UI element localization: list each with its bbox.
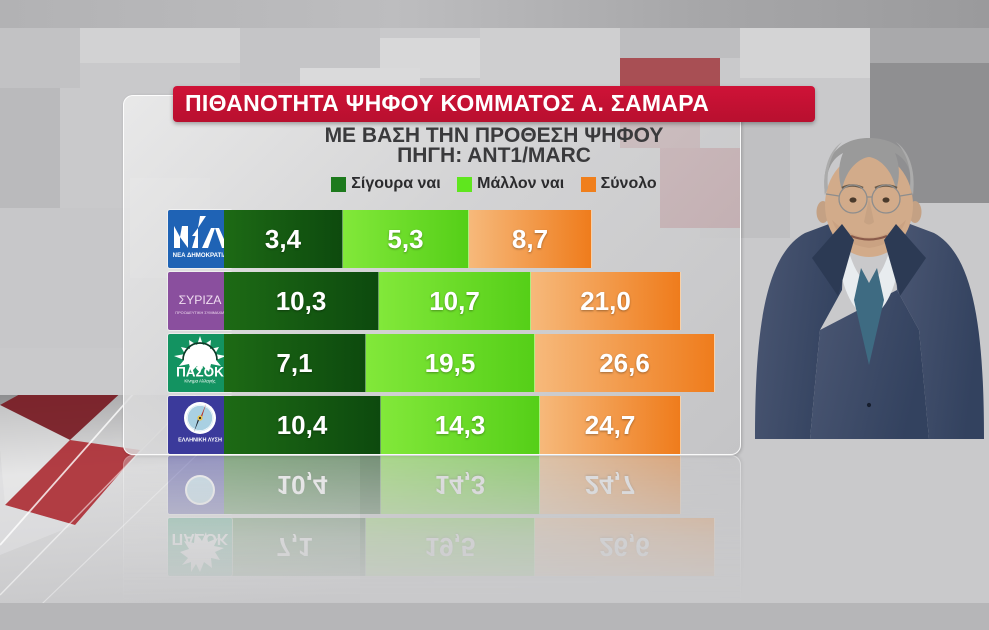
- svg-text:ΠΑΣΟΚ: ΠΑΣΟΚ: [172, 530, 229, 547]
- svg-text:ΕΛΛΗΝΙΚΗ ΛΥΣΗ: ΕΛΛΗΝΙΚΗ ΛΥΣΗ: [178, 438, 222, 444]
- svg-text:ΝΕΑ ΔΗΜΟΚΡΑΤΙΑ: ΝΕΑ ΔΗΜΟΚΡΑΤΙΑ: [173, 252, 228, 259]
- svg-text:ΠΡΟΟΔΕΥΤΙΚΗ ΣΥΜΜΑΧΙΑ: ΠΡΟΟΔΕΥΤΙΚΗ ΣΥΜΜΑΧΙΑ: [175, 310, 225, 315]
- svg-text:Κίνημα Αλλαγής: Κίνημα Αλλαγής: [184, 379, 215, 384]
- svg-text:ΠΑΣΟΚ: ΠΑΣΟΚ: [176, 365, 224, 380]
- svg-text:ΣΥΡΙΖΑ: ΣΥΡΙΖΑ: [179, 293, 223, 307]
